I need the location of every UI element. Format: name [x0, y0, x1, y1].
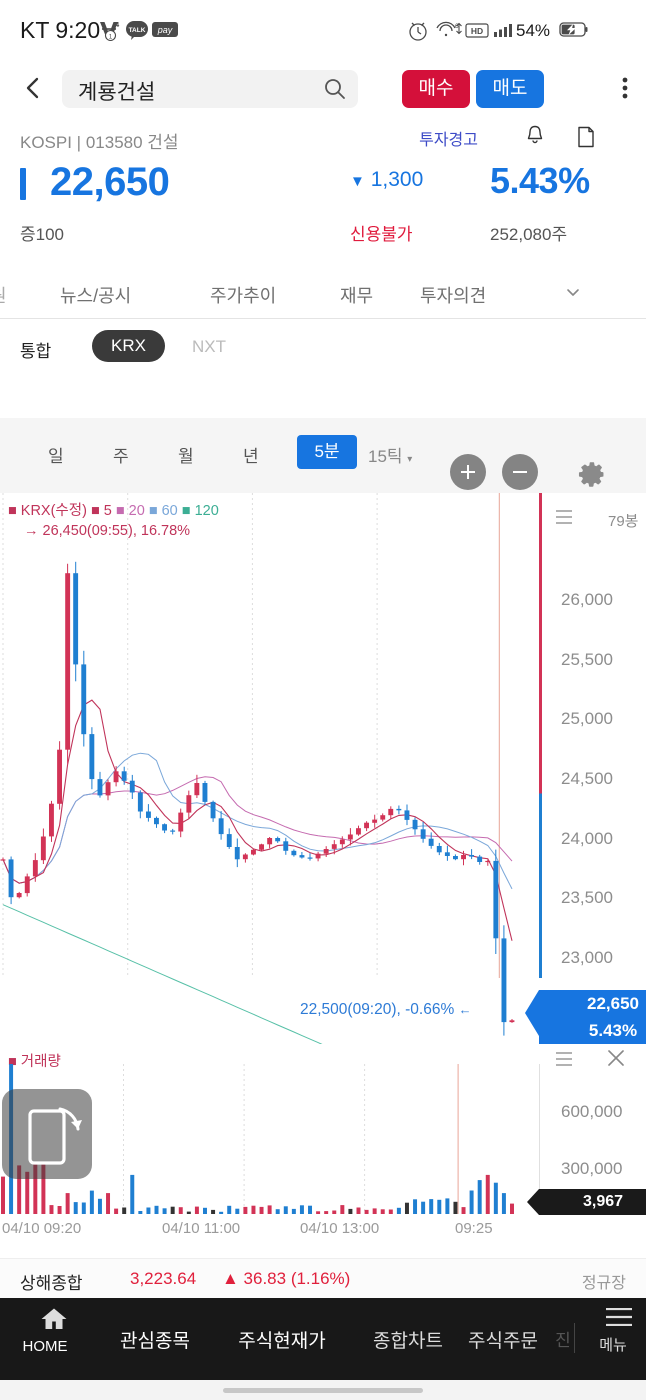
svg-text:4: 4 — [115, 20, 120, 29]
svg-text:pay: pay — [157, 25, 173, 35]
svg-text:54%: 54% — [516, 21, 550, 40]
svg-text:HD: HD — [471, 26, 483, 36]
svg-text:1: 1 — [109, 33, 113, 40]
svg-text:TALK: TALK — [129, 27, 146, 34]
